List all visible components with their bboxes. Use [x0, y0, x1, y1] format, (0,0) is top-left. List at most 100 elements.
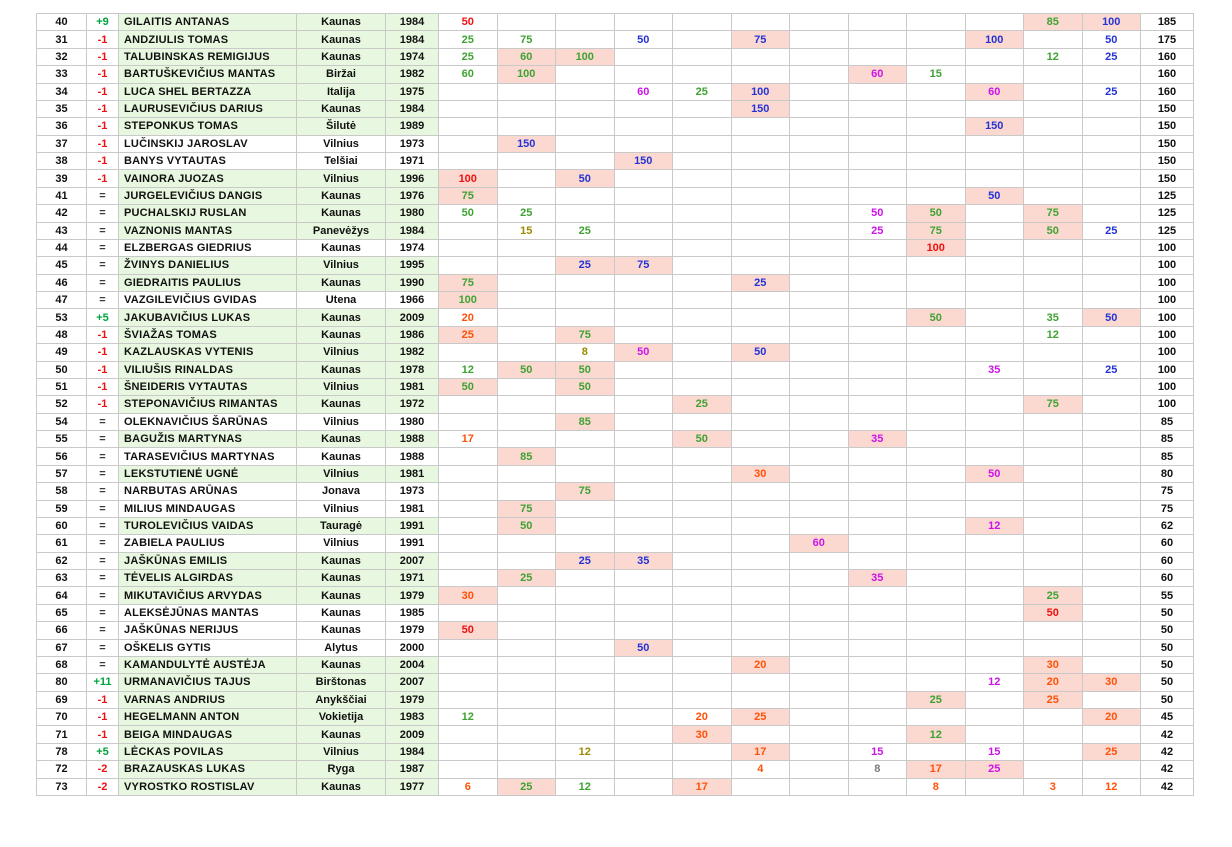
name-cell: JAŠKŪNAS NERIJUS: [118, 621, 297, 640]
score-cell: 150: [496, 134, 556, 154]
score-cell: [1081, 204, 1141, 223]
score-cell: [613, 290, 673, 310]
total-cell: 50: [1140, 603, 1194, 623]
score-cell: [1081, 586, 1141, 605]
score-cell: [789, 221, 849, 240]
change-cell: =: [86, 516, 119, 536]
change-cell: -1: [86, 725, 119, 744]
score-cell: [964, 256, 1024, 275]
score-cell: [730, 169, 790, 188]
year-cell: 2009: [385, 725, 439, 744]
change-cell: -1: [86, 325, 119, 345]
total-cell: 185: [1140, 12, 1194, 32]
year-cell: 1975: [385, 82, 439, 101]
score-cell: [789, 273, 849, 293]
rank-cell: 31: [36, 30, 87, 49]
score-cell: [964, 534, 1024, 553]
score-cell: [847, 273, 907, 293]
score-cell: [555, 238, 615, 258]
score-cell: [906, 290, 966, 310]
score-cell: [906, 742, 966, 762]
change-cell: -1: [86, 82, 119, 101]
rank-cell: 35: [36, 99, 87, 119]
score-cell: [789, 99, 849, 119]
rank-cell: 64: [36, 586, 87, 605]
score-cell: 75: [438, 186, 498, 206]
city-cell: Kaunas: [296, 621, 386, 640]
name-cell: LĖCKAS POVILAS: [118, 742, 297, 762]
score-cell: 25: [555, 221, 615, 240]
city-cell: Anykščiai: [296, 690, 386, 710]
score-cell: [964, 12, 1024, 32]
total-cell: 100: [1140, 273, 1194, 293]
score-cell: [964, 412, 1024, 432]
score-cell: [1023, 99, 1083, 119]
score-cell: [906, 638, 966, 657]
score-cell: 50: [964, 464, 1024, 484]
score-cell: [789, 412, 849, 432]
year-cell: 1973: [385, 482, 439, 501]
score-cell: [438, 238, 498, 258]
score-cell: [789, 395, 849, 414]
score-cell: [438, 760, 498, 779]
city-cell: Vilnius: [296, 134, 386, 154]
score-cell: [847, 586, 907, 605]
city-cell: Vilnius: [296, 343, 386, 362]
change-cell: +9: [86, 12, 119, 32]
rank-cell: 42: [36, 204, 87, 223]
change-cell: =: [86, 551, 119, 571]
total-cell: 62: [1140, 516, 1194, 536]
year-cell: 2009: [385, 308, 439, 327]
score-cell: [555, 65, 615, 84]
score-cell: [672, 760, 732, 779]
year-cell: 1966: [385, 290, 439, 310]
score-cell: 60: [789, 534, 849, 553]
score-cell: [789, 638, 849, 657]
score-cell: [1023, 429, 1083, 449]
score-cell: [672, 221, 732, 240]
city-cell: Kaunas: [296, 360, 386, 379]
score-cell: 50: [1023, 221, 1083, 240]
score-cell: 25: [1081, 742, 1141, 762]
score-cell: [847, 343, 907, 362]
score-cell: 25: [672, 82, 732, 101]
score-cell: [613, 186, 673, 206]
score-cell: [1023, 742, 1083, 762]
score-cell: [496, 742, 556, 762]
score-cell: [847, 82, 907, 101]
score-cell: 17: [906, 760, 966, 779]
name-cell: TALUBINSKAS REMIGIJUS: [118, 47, 297, 67]
year-cell: 1976: [385, 186, 439, 206]
score-cell: [847, 447, 907, 466]
score-cell: [1081, 638, 1141, 657]
score-cell: 50: [906, 204, 966, 223]
score-cell: [496, 169, 556, 188]
score-cell: 30: [1023, 655, 1083, 675]
name-cell: HEGELMANN ANTON: [118, 707, 297, 727]
table-row: 33 -1 BARTUŠKEVIČIUS MANTAS Biržai 1982 …: [36, 65, 1194, 84]
score-cell: 50: [555, 169, 615, 188]
city-cell: Panevėžys: [296, 221, 386, 240]
score-cell: [613, 482, 673, 501]
score-cell: [906, 464, 966, 484]
score-cell: [730, 47, 790, 67]
score-cell: [1023, 377, 1083, 397]
year-cell: 1982: [385, 343, 439, 362]
score-cell: [555, 516, 615, 536]
score-cell: 35: [847, 568, 907, 588]
score-cell: [964, 482, 1024, 501]
score-cell: 25: [847, 221, 907, 240]
change-cell: -1: [86, 707, 119, 727]
table-row: 55 = BAGUŽIS MARTYNAS Kaunas 1988 17 50 …: [36, 429, 1194, 449]
table-row: 70 -1 HEGELMANN ANTON Vokietija 1983 12 …: [36, 707, 1194, 727]
score-cell: [496, 707, 556, 727]
score-cell: [1081, 482, 1141, 501]
score-cell: [496, 429, 556, 449]
score-cell: [847, 169, 907, 188]
table-row: 51 -1 ŠNEIDERIS VYTAUTAS Vilnius 1981 50…: [36, 377, 1194, 397]
score-cell: [555, 447, 615, 466]
rank-cell: 58: [36, 482, 87, 501]
score-cell: [613, 464, 673, 484]
table-row: 61 = ZABIELA PAULIUS Vilnius 1991 60 60: [36, 534, 1194, 553]
score-cell: [613, 655, 673, 675]
